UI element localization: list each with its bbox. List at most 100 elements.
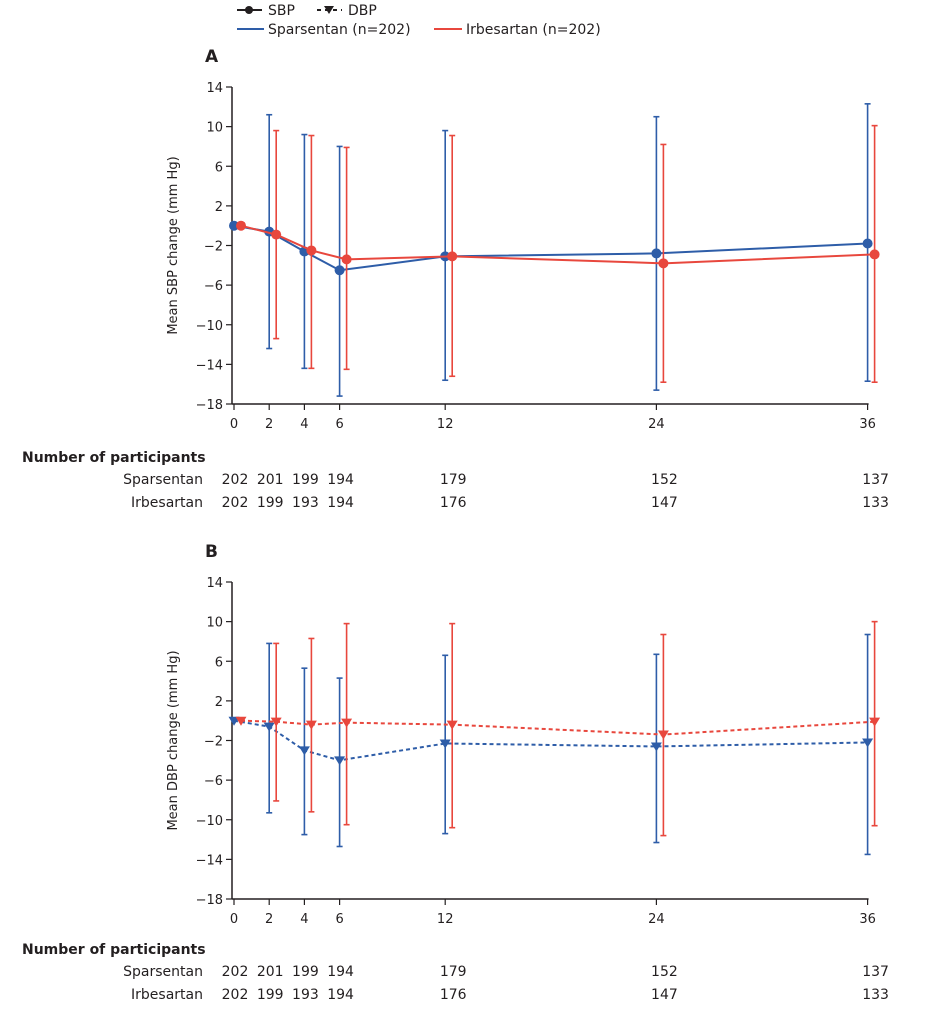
series-line (233, 719, 868, 762)
participants-count: 199 (292, 472, 319, 488)
participants-count: 202 (222, 472, 249, 488)
x-tick-label: 36 (859, 912, 876, 927)
participants-count: 179 (440, 472, 467, 488)
series-sparsentan (228, 633, 874, 856)
y-tick-label: −18 (196, 893, 223, 908)
y-tick-label: 14 (206, 576, 223, 591)
series-irbesartan (235, 620, 881, 837)
y-tick-label: −10 (196, 814, 223, 829)
participants-count: 199 (292, 964, 319, 980)
x-tick-label: 36 (859, 417, 876, 432)
y-tick-label: −2 (204, 735, 223, 750)
x-tick-label: 24 (648, 912, 665, 927)
data-point (447, 251, 458, 262)
y-tick-label: 14 (206, 81, 223, 96)
legend-irbesartan-label: Irbesartan (n=202) (466, 22, 601, 38)
x-tick-label: 2 (265, 912, 273, 927)
series-line (240, 224, 875, 265)
y-tick-label: 6 (215, 160, 223, 175)
data-point (298, 746, 310, 756)
participants-row-label: Irbesartan (131, 987, 203, 1003)
data-point (869, 717, 881, 727)
participants-count: 194 (327, 964, 354, 980)
participants-count: 193 (292, 987, 319, 1003)
y-tick-label: −18 (196, 398, 223, 413)
participants-count: 202 (222, 495, 249, 511)
data-point (236, 220, 246, 231)
panel-B: B 14 10 6 2 −2 −6 −10 −14 −18 Mean DBP change (mm … (22, 542, 889, 1003)
legend-sbp-label: SBP (268, 3, 295, 19)
participants-count: 193 (292, 495, 319, 511)
participants-count: 133 (862, 495, 889, 511)
y-tick-label: −6 (204, 279, 223, 294)
data-point (306, 245, 317, 256)
data-point (228, 716, 240, 726)
x-tick-label: 4 (300, 912, 308, 927)
data-point (651, 248, 662, 259)
series-sparsentan (229, 103, 873, 397)
data-point (862, 238, 873, 249)
legend: SBP DBP Sparsentan (n=202) Irbesartan (n… (237, 3, 601, 38)
data-point (439, 739, 451, 749)
participants-count: 194 (327, 472, 354, 488)
x-tick-label: 6 (335, 912, 343, 927)
participants-count: 199 (257, 495, 284, 511)
participants-count: 176 (440, 495, 467, 511)
y-tick-label: −2 (204, 240, 223, 255)
participants-row-label: Sparsentan (123, 964, 203, 980)
participants-row-label: Sparsentan (123, 472, 203, 488)
y-tick-label: −10 (196, 319, 223, 334)
data-point (658, 258, 669, 269)
participants-count: 133 (862, 987, 889, 1003)
x-tick-label: 2 (265, 417, 273, 432)
legend-dbp-label: DBP (348, 3, 377, 19)
y-axis-label: Mean SBP change (mm Hg) (166, 156, 181, 334)
data-point (341, 718, 353, 728)
participants-count: 199 (257, 987, 284, 1003)
participants-count: 147 (651, 987, 678, 1003)
y-tick-label: 6 (215, 655, 223, 670)
participants-count: 147 (651, 495, 678, 511)
series-irbesartan (236, 124, 880, 384)
legend-dbp-marker (324, 6, 334, 14)
panel-letter: B (205, 542, 218, 562)
x-tick-label: 12 (437, 912, 454, 927)
participants-count: 194 (327, 987, 354, 1003)
data-point (657, 730, 669, 740)
participants-count: 152 (651, 472, 678, 488)
participants-title: Number of participants (22, 450, 206, 466)
data-point (263, 722, 275, 732)
panel-letter: A (205, 47, 219, 67)
data-point (305, 720, 317, 730)
y-tick-label: 10 (206, 121, 223, 136)
participants-count: 137 (862, 472, 889, 488)
legend-sbp-marker (245, 6, 253, 14)
data-point (862, 738, 874, 748)
y-tick-label: 10 (206, 616, 223, 631)
data-point (271, 229, 282, 240)
y-tick-label: −6 (204, 774, 223, 789)
participants-count: 194 (327, 495, 354, 511)
y-tick-label: 2 (215, 200, 223, 215)
participants-row-label: Irbesartan (131, 495, 203, 511)
participants-count: 201 (257, 964, 284, 980)
data-point (446, 720, 458, 730)
panel-A: A 14 10 6 2 −2 −6 −10 −14 −18 Mean SBP change (mm … (22, 47, 889, 511)
x-tick-label: 4 (300, 417, 308, 432)
participants-count: 201 (257, 472, 284, 488)
participants-count: 179 (440, 964, 467, 980)
data-point (650, 742, 662, 752)
participants-count: 137 (862, 964, 889, 980)
data-point (334, 756, 346, 766)
participants-count: 202 (222, 987, 249, 1003)
legend-sparsentan-label: Sparsentan (n=202) (268, 22, 411, 38)
x-tick-label: 0 (230, 417, 238, 432)
x-tick-label: 6 (335, 417, 343, 432)
y-tick-label: 2 (215, 695, 223, 710)
y-tick-label: −14 (196, 358, 223, 373)
participants-count: 152 (651, 964, 678, 980)
x-tick-label: 12 (437, 417, 454, 432)
data-point (334, 265, 345, 276)
data-point (229, 220, 239, 231)
